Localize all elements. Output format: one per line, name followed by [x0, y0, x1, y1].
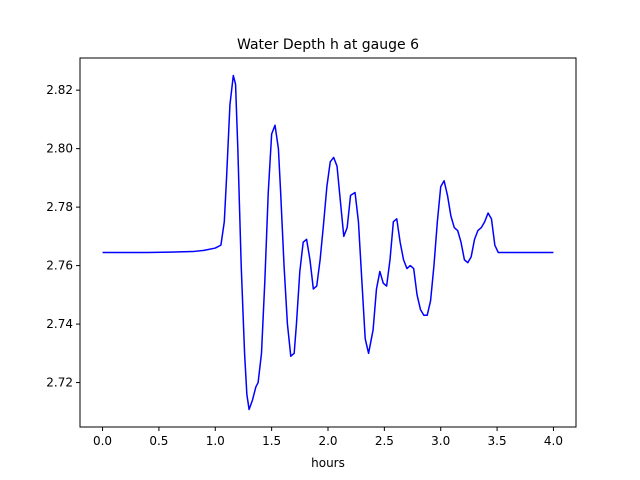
x-axis-ticks: 0.0 0.5 1.0 1.5 2.0 2.5 3.0 3.5 4.0 — [93, 427, 563, 448]
y-tick-label: 2.82 — [46, 83, 73, 97]
x-tick-label: 3.0 — [431, 434, 450, 448]
x-tick-label: 4.0 — [544, 434, 563, 448]
plot-area — [102, 74, 554, 411]
y-tick-label: 2.74 — [46, 317, 73, 331]
y-tick-label: 2.76 — [46, 259, 73, 273]
x-tick-label: 1.0 — [206, 434, 225, 448]
x-axis-label: hours — [311, 456, 345, 470]
y-axis-ticks: 2.72 2.74 2.76 2.78 2.80 2.82 — [46, 83, 80, 390]
chart-title: Water Depth h at gauge 6 — [237, 37, 419, 53]
x-tick-label: 2.5 — [375, 434, 394, 448]
x-tick-label: 0.5 — [149, 434, 168, 448]
y-tick-label: 2.78 — [46, 200, 73, 214]
y-tick-label: 2.72 — [46, 376, 73, 390]
x-tick-label: 3.5 — [488, 434, 507, 448]
x-tick-label: 2.0 — [318, 434, 337, 448]
x-tick-label: 1.5 — [262, 434, 281, 448]
x-tick-label: 0.0 — [93, 434, 112, 448]
y-tick-label: 2.80 — [46, 142, 73, 156]
series-line-0 — [102, 74, 554, 411]
